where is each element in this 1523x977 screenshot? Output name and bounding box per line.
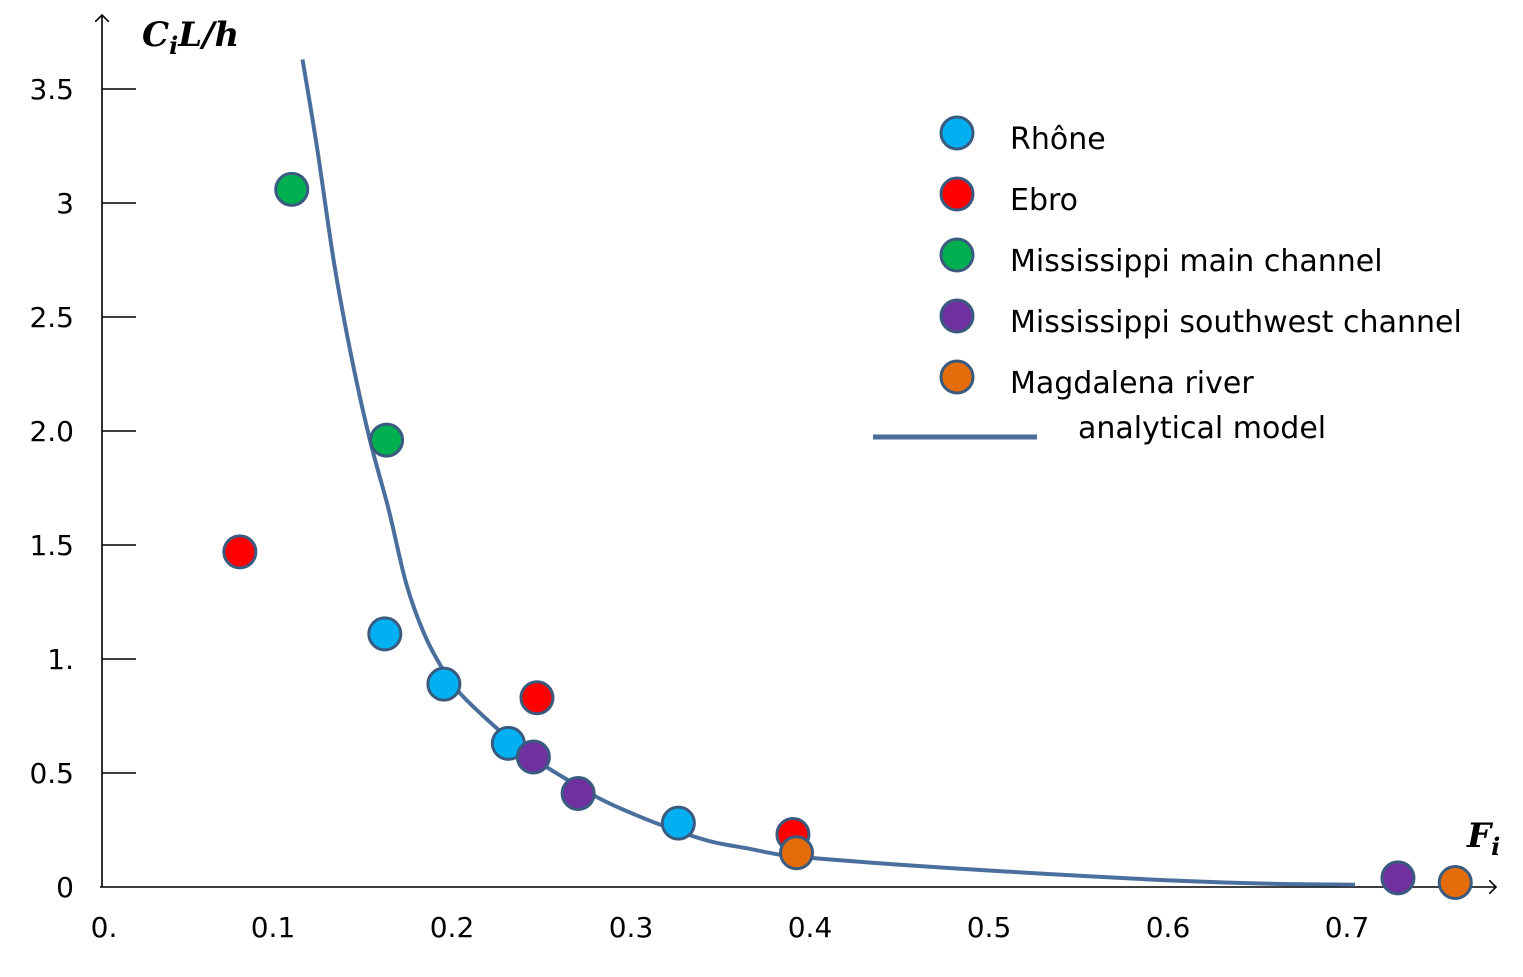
legend-label-mississippi-southwest-channel: Mississippi southwest channel bbox=[1010, 305, 1462, 340]
legend-marker-mississippi-southwest-channel bbox=[939, 298, 975, 334]
y-tick-label: 2.5 bbox=[29, 301, 74, 334]
point-mississippi-southwest-channel bbox=[560, 776, 596, 812]
x-tick-label: 0.4 bbox=[788, 911, 833, 944]
legend-marker-ebro bbox=[939, 176, 975, 212]
axes bbox=[100, 15, 1496, 887]
legend-marker-magdalena-river bbox=[939, 359, 975, 395]
x-tick-label: 0.3 bbox=[609, 911, 654, 944]
legend-label-mississippi-main-channel: Mississippi main channel bbox=[1010, 244, 1383, 279]
y-ticks: 0 0.5 1. 1.5 2.0 2.5 3 3.5 bbox=[29, 73, 136, 904]
legend-marker-mississippi-main-channel bbox=[939, 237, 975, 273]
point-mississippi-southwest-channel bbox=[1380, 860, 1416, 896]
point-mississippi-main-channel bbox=[274, 171, 310, 207]
legend-marker-rh-ne bbox=[939, 115, 975, 151]
point-ebro bbox=[519, 680, 555, 716]
x-tick-label: 0.2 bbox=[430, 911, 475, 944]
y-axis-title: CiL/h bbox=[142, 15, 239, 60]
y-tick-label: 0 bbox=[56, 871, 74, 904]
x-ticks: 0. 0.1 0.2 0.3 0.4 0.5 0.6 0.7 bbox=[91, 911, 1370, 944]
y-tick-label: 1.5 bbox=[29, 529, 74, 562]
analytical-model-line bbox=[300, 59, 1356, 887]
x-tick-label: 0.1 bbox=[251, 911, 296, 944]
point-mississippi-main-channel bbox=[369, 422, 405, 458]
y-tick-label: 1. bbox=[47, 643, 74, 676]
y-tick-label: 0.5 bbox=[29, 757, 74, 790]
point-rh-ne bbox=[660, 805, 696, 841]
point-rh-ne bbox=[367, 616, 403, 652]
point-mississippi-southwest-channel bbox=[515, 739, 551, 775]
x-tick-label: 0.7 bbox=[1325, 911, 1370, 944]
legend-label-rh-ne: Rhône bbox=[1010, 122, 1106, 157]
y-tick-label: 3.5 bbox=[29, 73, 74, 106]
point-rh-ne bbox=[426, 666, 462, 702]
point-magdalena-river bbox=[779, 835, 815, 871]
point-magdalena-river bbox=[1437, 864, 1473, 900]
legend-label-analytical-model: analytical model bbox=[1078, 411, 1326, 446]
x-tick-label: 0.6 bbox=[1146, 911, 1191, 944]
x-tick-label: 0. bbox=[91, 911, 118, 944]
legend: Rhône Ebro Mississippi main channel Mississ… bbox=[873, 115, 1462, 446]
point-ebro bbox=[222, 534, 258, 570]
x-axis-title: Fi bbox=[1466, 816, 1500, 861]
legend-label-ebro: Ebro bbox=[1010, 183, 1078, 218]
legend-label-magdalena-river: Magdalena river bbox=[1010, 366, 1254, 401]
x-tick-label: 0.5 bbox=[967, 911, 1012, 944]
data-points bbox=[222, 171, 1473, 900]
y-tick-label: 2.0 bbox=[29, 415, 74, 448]
y-tick-label: 3 bbox=[56, 187, 74, 220]
